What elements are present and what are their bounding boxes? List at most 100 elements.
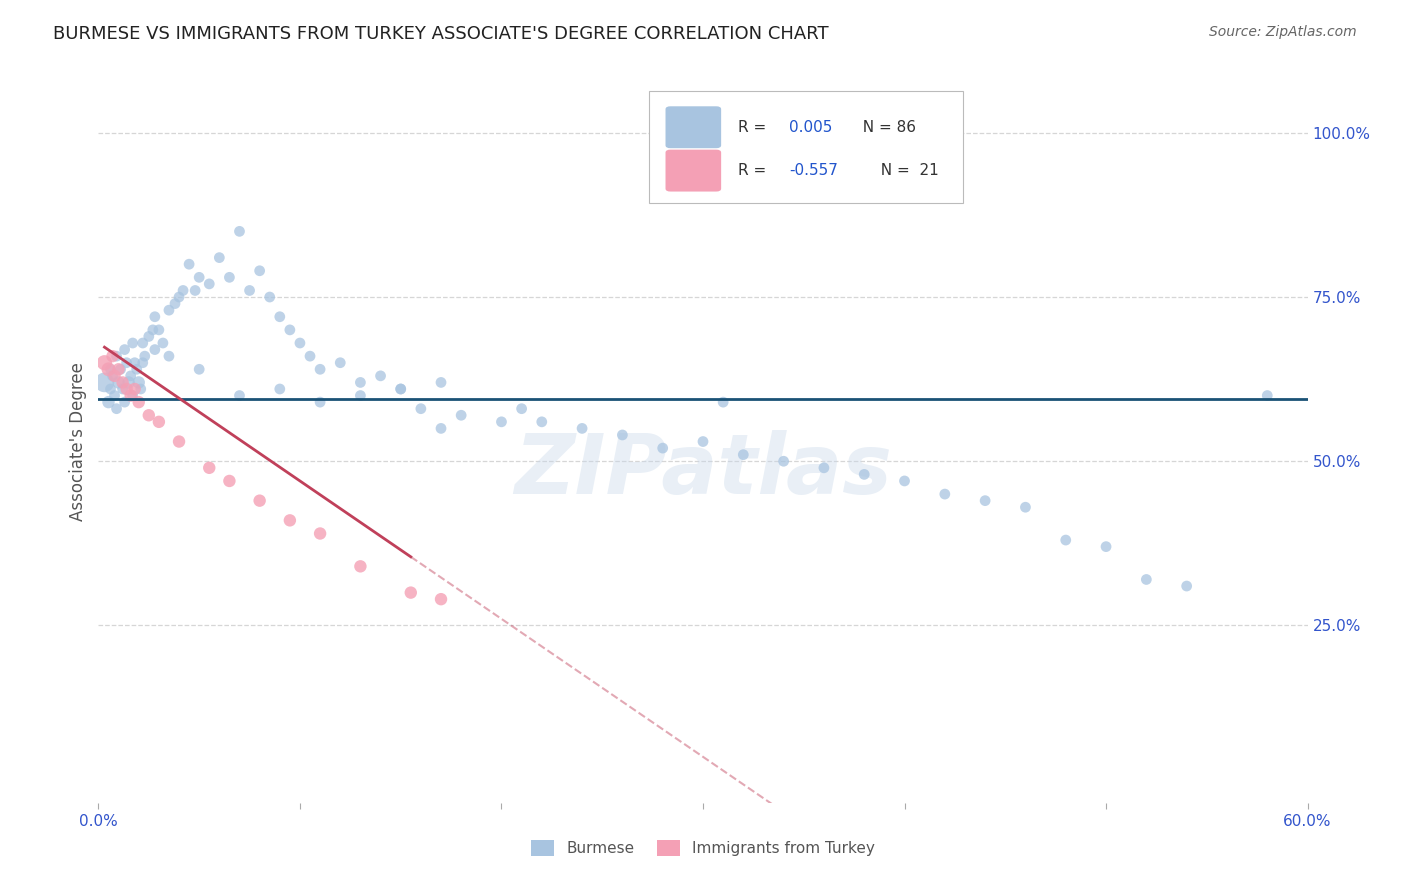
Point xyxy=(125,362,148,376)
Point xyxy=(107,362,129,376)
Point xyxy=(299,349,322,363)
Point xyxy=(1256,388,1278,402)
Text: 0.005: 0.005 xyxy=(789,120,832,135)
Point xyxy=(934,487,956,501)
Point xyxy=(93,356,115,370)
Point xyxy=(692,434,714,449)
Point xyxy=(172,284,194,298)
Point xyxy=(974,493,997,508)
Point xyxy=(409,401,432,416)
Point xyxy=(349,388,371,402)
Point xyxy=(128,376,150,390)
Point xyxy=(115,382,138,396)
Point xyxy=(114,343,136,357)
Point xyxy=(218,474,240,488)
Point xyxy=(430,592,453,607)
Point xyxy=(772,454,794,468)
Point xyxy=(349,559,371,574)
Point xyxy=(111,376,134,390)
Point xyxy=(100,382,122,396)
Point xyxy=(120,388,142,402)
Point xyxy=(228,388,250,402)
Point xyxy=(813,460,835,475)
Point xyxy=(124,382,146,396)
Point xyxy=(491,415,513,429)
FancyBboxPatch shape xyxy=(648,91,963,203)
Point xyxy=(157,303,180,318)
Point xyxy=(309,395,332,409)
Point xyxy=(111,382,134,396)
Point xyxy=(278,323,301,337)
Point xyxy=(711,395,734,409)
Point xyxy=(97,362,120,376)
Point xyxy=(157,349,180,363)
Point xyxy=(114,395,136,409)
Point xyxy=(612,428,634,442)
Point xyxy=(121,336,143,351)
FancyBboxPatch shape xyxy=(665,106,721,148)
Point xyxy=(138,329,160,343)
Point xyxy=(1135,573,1157,587)
Point xyxy=(107,376,129,390)
Point xyxy=(97,395,120,409)
Point xyxy=(309,526,332,541)
Point xyxy=(389,382,412,396)
Point xyxy=(389,382,412,396)
Point xyxy=(1175,579,1198,593)
Point xyxy=(103,368,125,383)
Point xyxy=(1054,533,1077,547)
Point xyxy=(152,336,174,351)
Point xyxy=(430,421,453,435)
Point xyxy=(105,401,128,416)
Point xyxy=(450,409,472,423)
Point xyxy=(129,382,152,396)
Point xyxy=(198,277,221,291)
Point xyxy=(288,336,311,351)
Text: -0.557: -0.557 xyxy=(789,163,838,178)
Point xyxy=(530,415,553,429)
Text: BURMESE VS IMMIGRANTS FROM TURKEY ASSOCIATE'S DEGREE CORRELATION CHART: BURMESE VS IMMIGRANTS FROM TURKEY ASSOCI… xyxy=(53,25,830,43)
Point xyxy=(184,284,207,298)
Point xyxy=(132,336,155,351)
Point xyxy=(249,264,271,278)
Point xyxy=(110,362,132,376)
Point xyxy=(143,310,166,324)
Point xyxy=(148,415,170,429)
Point xyxy=(188,362,211,376)
Point xyxy=(430,376,453,390)
Point xyxy=(143,343,166,357)
Point xyxy=(1014,500,1036,515)
Point xyxy=(329,356,352,370)
Point xyxy=(163,296,186,310)
Point xyxy=(218,270,240,285)
Point xyxy=(128,395,150,409)
Point xyxy=(120,368,142,383)
Text: Source: ZipAtlas.com: Source: ZipAtlas.com xyxy=(1209,25,1357,39)
Point xyxy=(733,448,755,462)
FancyBboxPatch shape xyxy=(665,150,721,192)
Point xyxy=(198,460,221,475)
Text: R =: R = xyxy=(738,163,770,178)
Point xyxy=(101,349,124,363)
Point xyxy=(101,368,124,383)
Point xyxy=(103,388,125,402)
Point xyxy=(179,257,201,271)
Point xyxy=(269,310,291,324)
Point xyxy=(893,474,915,488)
Point xyxy=(228,224,250,238)
Point xyxy=(370,368,392,383)
Point xyxy=(105,349,128,363)
Point xyxy=(188,270,211,285)
Point xyxy=(100,362,122,376)
Text: R =: R = xyxy=(738,120,770,135)
Point xyxy=(1095,540,1118,554)
Point xyxy=(115,356,138,370)
Point xyxy=(259,290,281,304)
Point xyxy=(167,434,190,449)
Point xyxy=(138,409,160,423)
Point xyxy=(208,251,231,265)
Point xyxy=(651,441,673,455)
Point xyxy=(134,349,156,363)
Point xyxy=(349,376,371,390)
Legend: Burmese, Immigrants from Turkey: Burmese, Immigrants from Turkey xyxy=(523,832,883,863)
